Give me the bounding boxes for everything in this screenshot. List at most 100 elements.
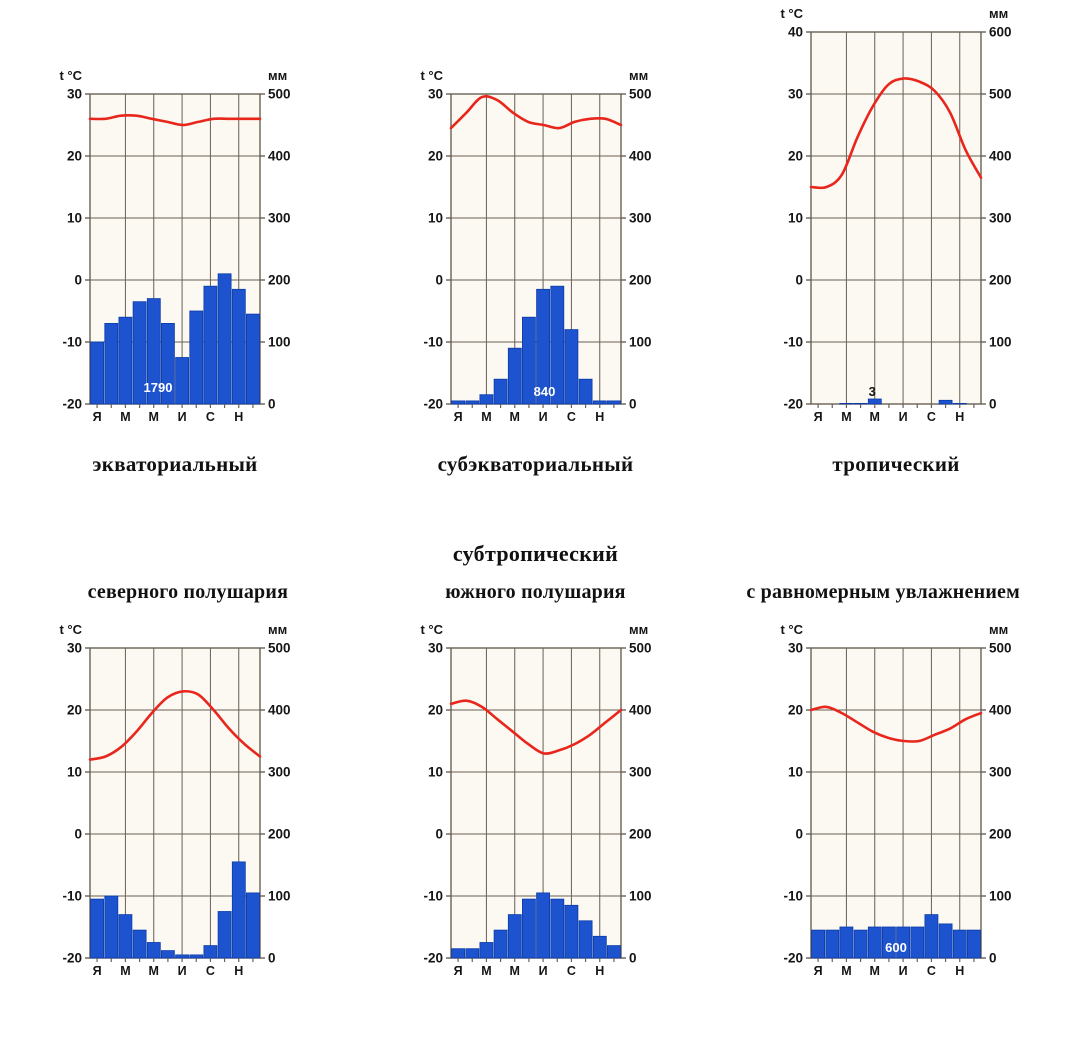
svg-text:100: 100 (268, 889, 291, 904)
chart-caption-subequatorial: субэкваториальный (437, 452, 634, 476)
svg-text:И: И (538, 964, 547, 978)
svg-text:200: 200 (629, 273, 652, 288)
svg-text:Я: Я (453, 964, 462, 978)
svg-text:0: 0 (795, 273, 803, 288)
svg-text:-10: -10 (783, 335, 803, 350)
svg-text:М: М (509, 410, 519, 424)
climograph-svg: 30 500 20 400 10 300 0 200 -10 100 -20 0 Я М М И С Нt °C м… (420, 622, 652, 978)
subtitle-southern-hemisphere: южного полушария (445, 581, 626, 603)
svg-text:С: С (566, 964, 575, 978)
svg-text:0: 0 (989, 397, 997, 412)
svg-text:Я: Я (93, 964, 102, 978)
svg-text:40: 40 (788, 25, 803, 40)
svg-text:200: 200 (629, 827, 652, 842)
svg-text:400: 400 (989, 149, 1012, 164)
svg-text:М: М (149, 964, 159, 978)
svg-text:1790: 1790 (144, 380, 173, 395)
svg-text:И: И (178, 964, 187, 978)
svg-text:М: М (149, 410, 159, 424)
svg-text:Н: Н (234, 964, 243, 978)
svg-text:t °C: t °C (420, 68, 443, 83)
svg-text:0: 0 (268, 397, 276, 412)
svg-text:600: 600 (885, 940, 907, 955)
svg-text:-20: -20 (423, 397, 443, 412)
svg-text:10: 10 (788, 765, 803, 780)
subtitles-row: северного полушария южного полушария с р… (0, 581, 1071, 604)
svg-text:100: 100 (629, 335, 652, 350)
svg-text:Я: Я (93, 410, 102, 424)
svg-text:-10: -10 (783, 889, 803, 904)
svg-text:500: 500 (989, 641, 1012, 656)
chart-caption-tropical: тропический (832, 452, 960, 476)
svg-text:500: 500 (629, 641, 652, 656)
svg-text:-10: -10 (423, 889, 443, 904)
svg-text:20: 20 (788, 703, 803, 718)
svg-text:20: 20 (788, 149, 803, 164)
svg-text:С: С (206, 964, 215, 978)
svg-text:М: М (120, 410, 130, 424)
svg-text:М: М (481, 410, 491, 424)
svg-text:300: 300 (268, 211, 291, 226)
svg-text:20: 20 (427, 703, 442, 718)
svg-text:400: 400 (989, 703, 1012, 718)
svg-text:30: 30 (427, 641, 442, 656)
svg-text:840: 840 (533, 384, 555, 399)
svg-text:-20: -20 (62, 397, 82, 412)
svg-text:Н: Н (955, 964, 964, 978)
svg-text:-20: -20 (423, 951, 443, 966)
svg-text:-20: -20 (783, 397, 803, 412)
subtitle-uniform-moisture: с равномерным увлажнением (746, 581, 1020, 603)
svg-text:-20: -20 (62, 951, 82, 966)
svg-text:t °C: t °C (59, 68, 82, 83)
svg-text:М: М (120, 964, 130, 978)
svg-text:Я: Я (814, 964, 823, 978)
svg-text:t °C: t °C (780, 622, 803, 637)
svg-text:10: 10 (67, 765, 82, 780)
svg-text:0: 0 (435, 827, 443, 842)
svg-text:мм: мм (268, 622, 287, 637)
climograph-svg: 30 500 20 400 10 300 0 200 -10 100 -20 0 Я М М И С Нt °C м… (780, 622, 1012, 978)
svg-text:М: М (870, 964, 880, 978)
svg-text:200: 200 (989, 827, 1012, 842)
svg-text:30: 30 (788, 641, 803, 656)
svg-text:20: 20 (427, 149, 442, 164)
svg-text:30: 30 (788, 87, 803, 102)
svg-text:600: 600 (989, 25, 1012, 40)
svg-text:400: 400 (629, 149, 652, 164)
svg-text:Н: Н (955, 410, 964, 424)
svg-text:0: 0 (795, 827, 803, 842)
svg-text:мм: мм (629, 622, 648, 637)
svg-text:И: И (899, 964, 908, 978)
svg-text:И: И (899, 410, 908, 424)
svg-text:Н: Н (234, 410, 243, 424)
chart-caption-equatorial: экваториальный (92, 452, 258, 476)
svg-text:300: 300 (268, 765, 291, 780)
svg-text:-20: -20 (783, 951, 803, 966)
svg-text:200: 200 (268, 273, 291, 288)
svg-text:Я: Я (814, 410, 823, 424)
svg-text:400: 400 (268, 149, 291, 164)
svg-text:t °C: t °C (780, 6, 803, 21)
svg-text:С: С (566, 410, 575, 424)
svg-text:мм: мм (629, 68, 648, 83)
svg-text:500: 500 (989, 87, 1012, 102)
svg-text:300: 300 (989, 765, 1012, 780)
climograph-svg: 30 500 20 400 10 300 0 200 -10 100 -20 0 Я М М И С Нt °C м… (420, 68, 652, 424)
svg-text:Н: Н (595, 410, 604, 424)
svg-text:10: 10 (788, 211, 803, 226)
svg-text:10: 10 (67, 211, 82, 226)
svg-text:0: 0 (74, 273, 82, 288)
svg-text:Н: Н (595, 964, 604, 978)
svg-text:30: 30 (67, 87, 82, 102)
svg-text:500: 500 (268, 87, 291, 102)
svg-text:0: 0 (629, 951, 637, 966)
